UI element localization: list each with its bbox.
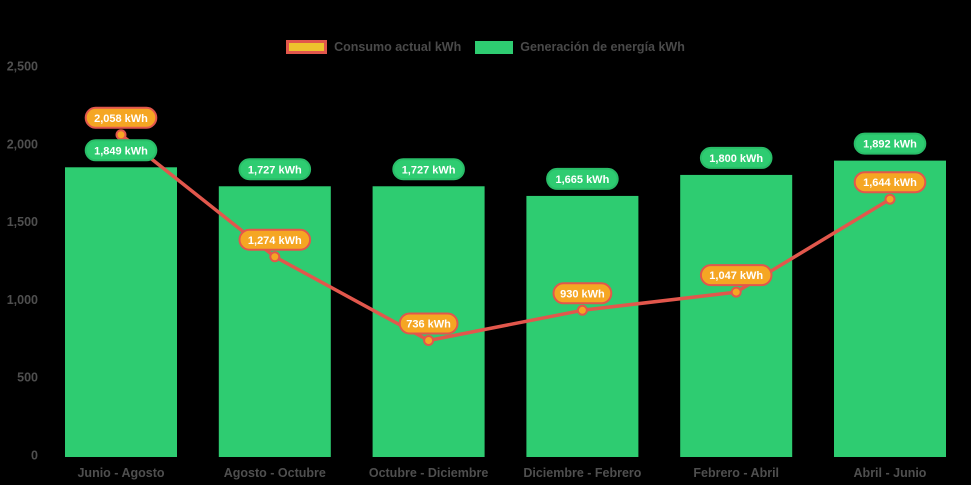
consumption-value-pill: [699, 264, 773, 287]
consumption-point-marker[interactable]: [269, 251, 281, 263]
generation-value-pill: [392, 158, 465, 181]
consumption-value-pill-text: 930 kWh: [560, 288, 605, 300]
consumption-value-pill: [398, 312, 459, 335]
x-axis-category-label: Junio - Agosto: [77, 466, 164, 480]
generation-value-pill: [853, 132, 927, 155]
consumo-swatch-icon: [286, 40, 328, 54]
legend-item-consumo[interactable]: Consumo actual kWh: [286, 40, 461, 54]
legend-item-generacion[interactable]: Generación de energía kWh: [475, 40, 685, 54]
x-axis-category-label: Diciembre - Febrero: [523, 466, 641, 480]
generation-bar[interactable]: [680, 174, 793, 458]
chart-legend: Consumo actual kWh Generación de energía…: [0, 40, 971, 54]
consumption-value-pill-text: 736 kWh: [406, 318, 451, 330]
y-axis-tick-label: 2,500: [7, 60, 38, 74]
generation-value-pill: [84, 139, 158, 162]
generation-bar[interactable]: [65, 167, 177, 457]
y-axis-tick-label: 1,000: [7, 293, 38, 307]
x-axis-category-label: Febrero - Abril: [693, 466, 779, 480]
legend-label-consumo: Consumo actual kWh: [334, 40, 462, 54]
legend-label-generacion: Generación de energía kWh: [520, 40, 685, 54]
consumption-point-marker[interactable]: [576, 304, 588, 316]
consumption-value-pill-text: 1,047 kWh: [709, 270, 763, 282]
generation-value-pill: [238, 158, 312, 181]
consumption-point-marker[interactable]: [730, 286, 742, 298]
y-axis-tick-label: 500: [17, 371, 38, 385]
generation-value-pill-text: 1,727 kWh: [248, 164, 302, 176]
y-axis-tick-label: 1,500: [7, 215, 38, 229]
consumption-value-pill: [853, 171, 927, 194]
generation-value-pill: [546, 167, 619, 190]
x-axis-category-label: Agosto - Octubre: [224, 466, 326, 480]
generation-bar[interactable]: [526, 195, 639, 457]
generation-value-pill-text: 1,727 kWh: [402, 164, 456, 176]
generation-value-pill-text: 1,665 kWh: [555, 174, 609, 186]
generation-bar[interactable]: [834, 160, 946, 457]
x-axis-category-label: Abril - Junio: [854, 466, 927, 480]
consumption-value-pill: [552, 282, 613, 305]
consumption-value-pill-text: 2,058 kWh: [94, 113, 148, 125]
generation-value-pill: [699, 146, 773, 169]
y-axis-tick-label: 2,000: [7, 137, 38, 151]
generacion-swatch-icon: [475, 40, 514, 54]
x-axis-category-label: Octubre - Diciembre: [369, 466, 489, 480]
consumption-point-marker[interactable]: [115, 129, 127, 141]
generation-value-pill-text: 1,892 kWh: [863, 139, 917, 151]
generation-value-pill-text: 1,800 kWh: [709, 153, 763, 165]
consumption-value-pill: [238, 228, 312, 251]
generation-value-pill-text: 1,849 kWh: [94, 145, 148, 157]
consumption-value-pill: [84, 106, 158, 129]
consumption-point-marker[interactable]: [423, 334, 435, 346]
consumption-value-pill-text: 1,274 kWh: [248, 235, 302, 247]
y-axis-tick-label: 0: [31, 449, 38, 463]
consumption-value-pill-text: 1,644 kWh: [863, 177, 917, 189]
consumption-point-marker[interactable]: [884, 193, 896, 205]
